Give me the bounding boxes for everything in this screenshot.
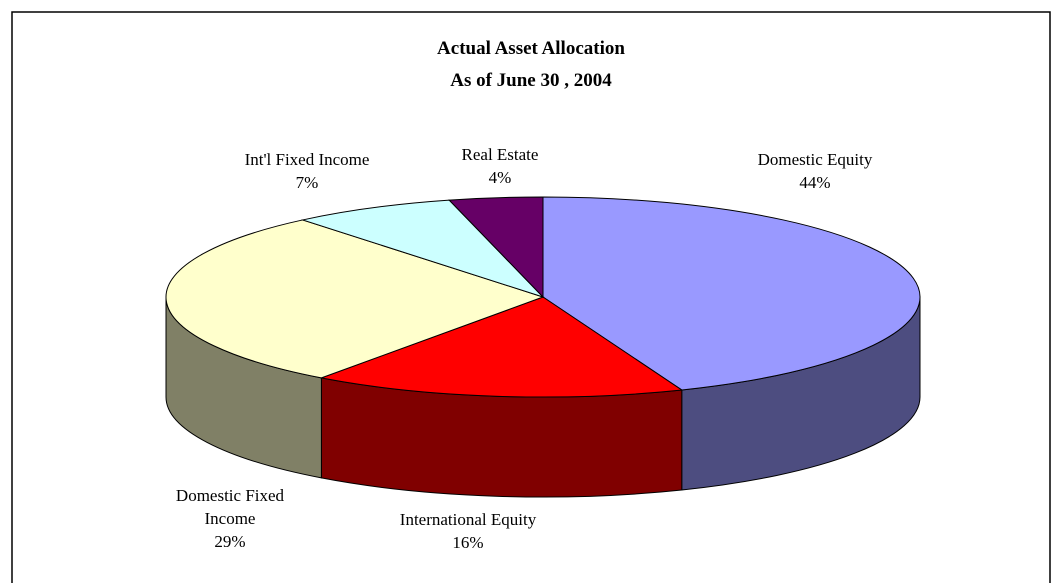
slice-value: 4%	[488, 168, 512, 187]
pie-slice	[448, 196, 544, 299]
slice-value: 44%	[799, 173, 831, 192]
slice-name: Domestic Equity	[757, 150, 873, 169]
pie-slice	[165, 219, 545, 379]
chart-subtitle: As of June 30 , 2004	[450, 70, 612, 91]
slice-label: International Equity 16%	[358, 508, 578, 554]
slice-name: Real Estate	[461, 145, 539, 164]
slice-label: Domestic Fixed Income 29%	[155, 484, 305, 553]
slice-label: Real Estate 4%	[440, 143, 560, 189]
slice-value: 7%	[295, 173, 319, 192]
pie-slice	[300, 199, 544, 298]
pie-slice	[542, 196, 921, 391]
slice-name: International Equity	[399, 510, 537, 529]
slice-value: 16%	[452, 533, 484, 552]
slice-value: 29%	[214, 532, 246, 551]
slice-name: Domestic Fixed Income	[175, 486, 285, 528]
chart-title: Actual Asset Allocation	[437, 38, 625, 59]
slice-label: Domestic Equity 44%	[715, 148, 915, 194]
slice-label: Int'l Fixed Income 7%	[207, 148, 407, 194]
slice-name: Int'l Fixed Income	[244, 150, 370, 169]
pie-slice	[319, 296, 684, 398]
